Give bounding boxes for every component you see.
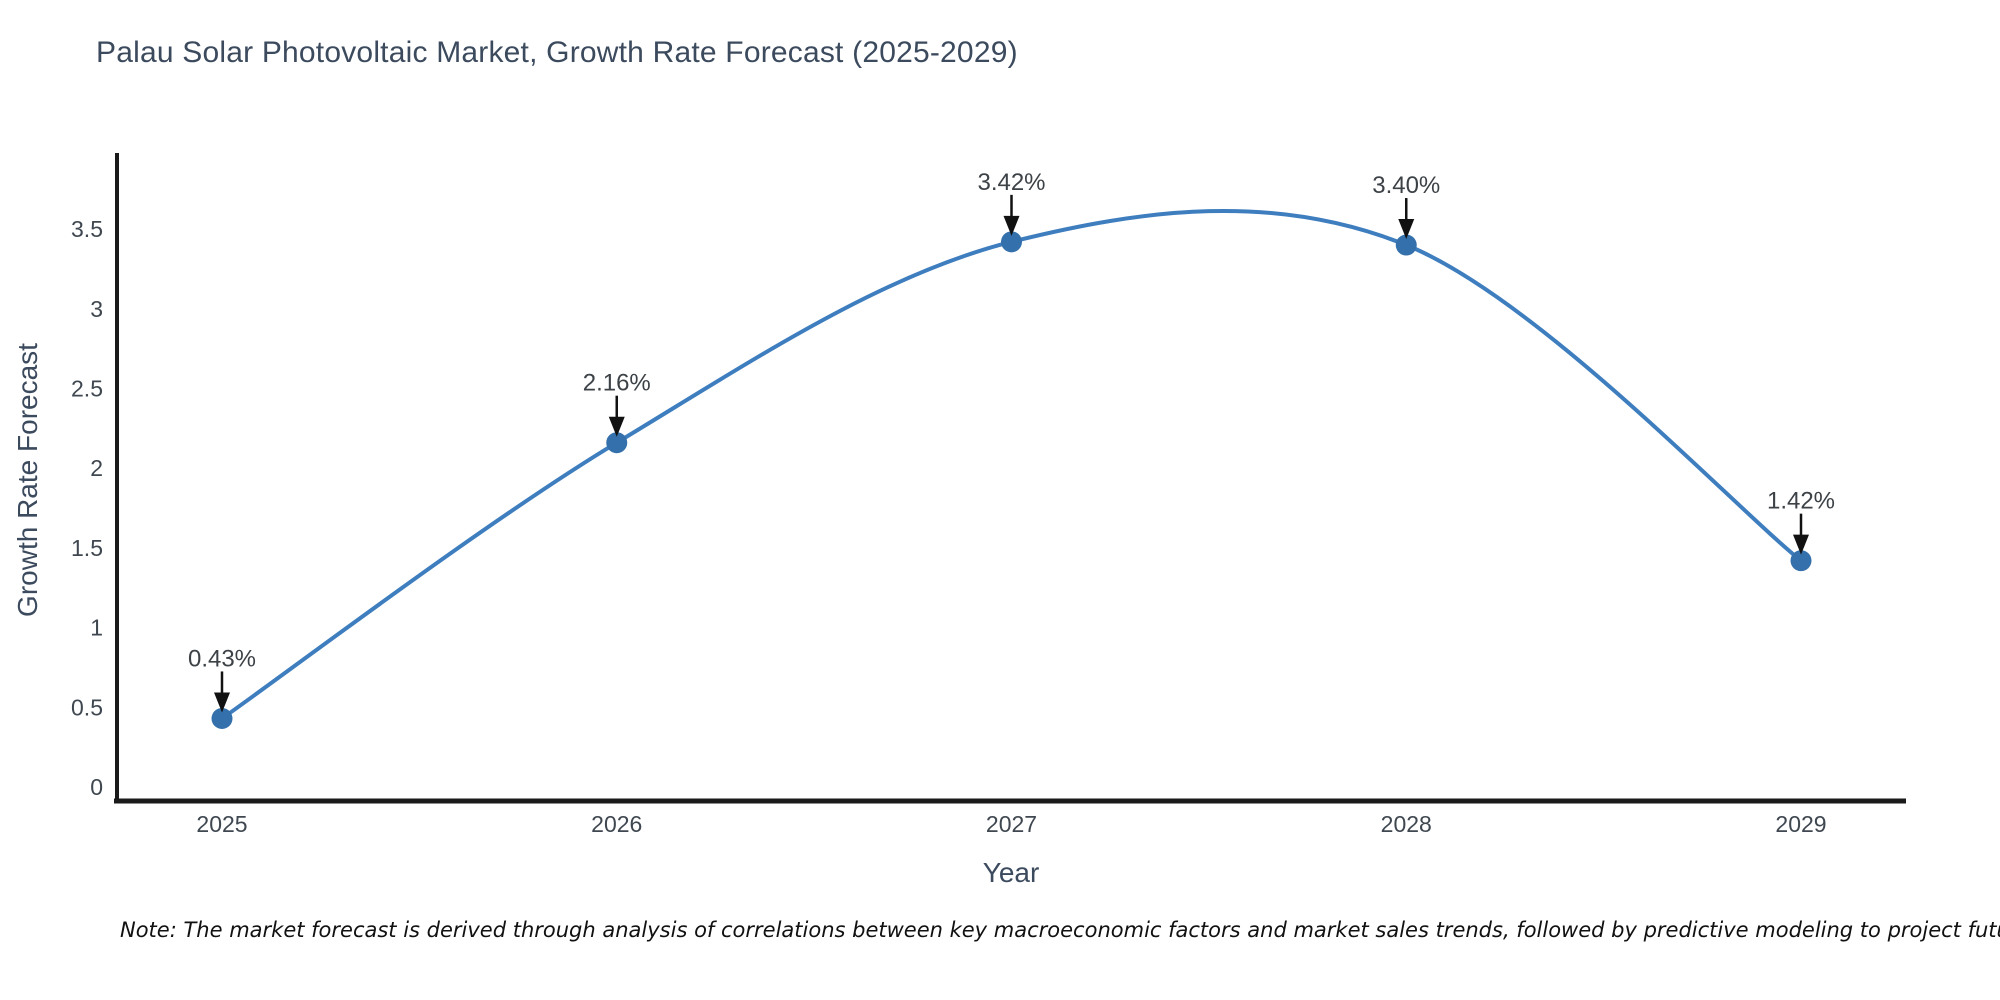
x-axis-title: Year	[982, 857, 1040, 888]
y-tick-label: 2.5	[71, 376, 103, 402]
x-tick-label: 2026	[591, 811, 642, 837]
chart-title: Palau Solar Photovoltaic Market, Growth …	[96, 36, 1018, 69]
footnote: Note: The market forecast is derived thr…	[120, 918, 2000, 942]
data-point-marker	[1790, 550, 1812, 572]
y-tick-label: 0.5	[71, 694, 103, 720]
point-value-label: 3.40%	[1372, 172, 1440, 199]
point-value-label: 0.43%	[188, 645, 256, 672]
data-point-marker	[1001, 231, 1022, 253]
annotation-arrowhead-icon	[1793, 534, 1809, 555]
annotation-arrowhead-icon	[1003, 215, 1020, 236]
x-tick-label: 2028	[1381, 811, 1432, 837]
annotation-arrowhead-icon	[1398, 219, 1415, 240]
annotation-arrowhead-icon	[214, 692, 230, 713]
x-tick-label: 2027	[986, 811, 1037, 837]
data-point-marker	[1395, 234, 1417, 256]
point-value-label: 3.42%	[977, 169, 1045, 196]
y-tick-label: 3.5	[71, 216, 103, 242]
data-point-marker	[606, 432, 628, 454]
y-tick-label: 2	[90, 455, 103, 481]
trend-line	[220, 208, 1803, 721]
y-tick-label: 3	[90, 296, 103, 322]
annotation-arrowhead-icon	[608, 416, 625, 437]
y-tick-label: 1	[90, 615, 103, 641]
point-value-label: 2.16%	[583, 370, 651, 397]
data-point-marker	[211, 707, 233, 729]
y-tick-label: 0	[90, 774, 103, 800]
point-value-label: 1.42%	[1767, 488, 1835, 515]
x-tick-label: 2029	[1775, 811, 1826, 837]
y-tick-label: 1.5	[71, 535, 103, 561]
x-tick-label: 2025	[196, 811, 247, 837]
